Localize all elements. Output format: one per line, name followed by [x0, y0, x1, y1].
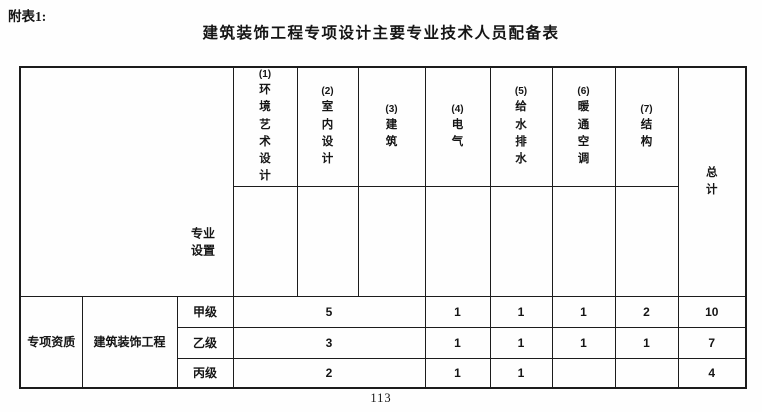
column-header-4: (4) 电气: [424, 66, 491, 187]
registered-specialty-cell-5: [489, 185, 553, 297]
column-header-3: (3) 建筑: [357, 66, 426, 187]
grade-cell: 甲级: [176, 295, 234, 328]
column-number: (2): [321, 86, 334, 98]
page-title: 建筑装饰工程专项设计主要专业技术人员配备表: [202, 25, 560, 42]
grade-cell: 乙级: [176, 326, 234, 359]
value-electrical: 1: [424, 326, 491, 359]
table-row: 专项资质 建筑装饰工程 甲级 5 1 1 1 2 10: [19, 295, 747, 389]
value-total: 4: [677, 357, 747, 389]
qualification-type-cell: 专项资质: [19, 295, 83, 389]
value-hvac: 1: [551, 295, 616, 328]
registered-specialty-cell-4: [424, 185, 491, 297]
column-header-7: (7) 结构: [614, 66, 679, 187]
value-design-merged: 5: [232, 295, 426, 328]
value-structure: [614, 357, 679, 389]
registered-specialty-cell-1: [232, 185, 298, 297]
table-row: 乙级 3 1 1 1 1 7: [20, 326, 747, 359]
table-row: 丙级 2 1 1 4: [20, 357, 747, 389]
value-design-merged: 3: [232, 326, 426, 359]
value-electrical: 1: [424, 295, 491, 328]
column-number: (6): [577, 86, 590, 98]
page-number: 113: [370, 391, 392, 405]
column-name: 室内设计: [321, 101, 334, 165]
registered-specialty-cell-2: [296, 185, 359, 297]
registered-specialty-cell-3: [357, 185, 426, 297]
grade-cell: 丙级: [176, 357, 234, 389]
value-total: 7: [677, 326, 747, 359]
column-name: 建筑: [385, 118, 398, 148]
column-number: (1): [258, 69, 272, 80]
value-plumbing: 1: [489, 357, 553, 389]
column-name: 电气: [451, 118, 464, 148]
column-header-2: (2) 室内设计: [296, 66, 359, 187]
column-header-total: 总计: [677, 66, 747, 297]
column-name: 给水排水: [515, 101, 527, 165]
project-type-cell: 建筑装饰工程: [81, 295, 178, 389]
column-number: (5): [514, 86, 528, 98]
value-plumbing: 1: [489, 295, 553, 328]
value-hvac: [551, 357, 616, 389]
table-annotation: 附表1:: [8, 9, 47, 24]
diagonal-header-cell: 专业 设置 注册 专业 设计 类型 与等级 工程 设计: [19, 66, 234, 297]
value-structure: 1: [614, 326, 679, 359]
column-number: (3): [385, 103, 398, 115]
value-total: 10: [677, 295, 747, 328]
column-name: 暖通空调: [577, 101, 590, 165]
column-header-1: (1) 环境艺术设计: [232, 66, 298, 187]
column-name: 结构: [640, 118, 653, 148]
registered-specialty-cell-7: [614, 185, 679, 297]
corner-label-specialty-setup: 专业 设置: [191, 225, 215, 260]
value-hvac: 1: [551, 326, 616, 359]
total-label: 总计: [706, 166, 718, 196]
column-number: (7): [640, 103, 653, 115]
value-plumbing: 1: [489, 326, 553, 359]
value-electrical: 1: [424, 357, 491, 389]
corner-label-line: 专业: [190, 226, 216, 241]
registered-specialty-cell-6: [551, 185, 616, 297]
column-header-6: (6) 暖通空调: [551, 66, 616, 187]
value-structure: 2: [614, 295, 679, 328]
column-header-5: (5) 给水排水: [489, 66, 553, 187]
personnel-table: 专业 设置 注册 专业 设计 类型 与等级 工程 设计: [19, 66, 747, 389]
corner-label-line: 设置: [190, 243, 216, 258]
column-number: (4): [451, 103, 464, 115]
column-name: 环境艺术设计: [259, 84, 271, 183]
value-design-merged: 2: [232, 357, 426, 389]
